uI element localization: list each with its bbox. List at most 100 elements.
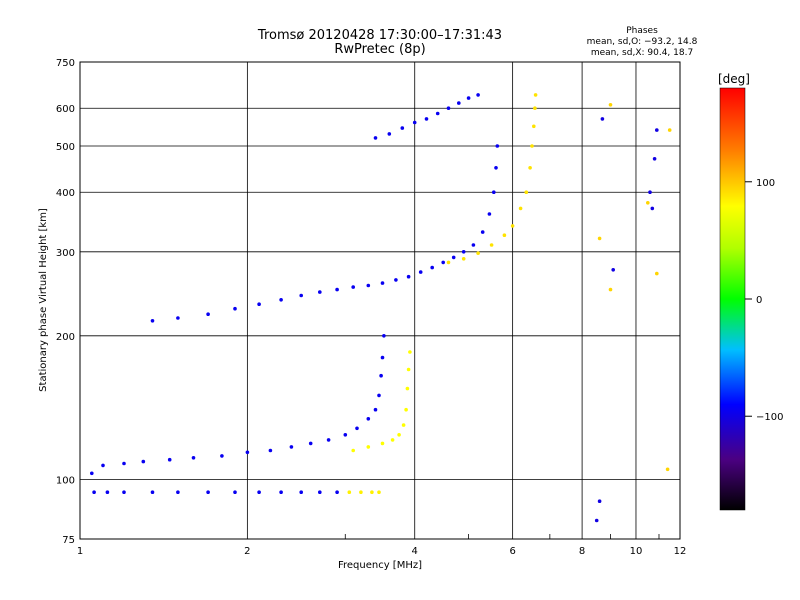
data-point (461, 250, 466, 254)
data-point (650, 206, 655, 211)
data-point (518, 206, 523, 211)
data-point (528, 166, 532, 170)
data-point (446, 106, 451, 110)
data-point (594, 518, 599, 523)
data-point (347, 490, 352, 495)
data-point (191, 456, 196, 460)
data-point (655, 271, 659, 276)
data-point (597, 499, 602, 504)
data-point (418, 270, 423, 274)
data-point (176, 316, 180, 320)
data-point (487, 212, 492, 216)
data-point (480, 230, 485, 234)
colorbar-tick-label: 0 (756, 295, 762, 306)
data-point (92, 490, 96, 495)
y-axis-label: Stationary phase Virtual Height [km] (38, 208, 49, 392)
data-point (245, 450, 250, 455)
data-point (370, 490, 374, 495)
data-point (451, 255, 456, 260)
data-point (373, 407, 378, 412)
data-point (289, 445, 294, 449)
y-tick-label: 75 (62, 535, 75, 546)
data-point (608, 103, 613, 107)
x-tick-label: 8 (579, 546, 585, 557)
colorbar-ticks: 100 0 −100 (745, 178, 783, 423)
data-point (233, 306, 237, 311)
data-point (355, 426, 359, 431)
data-point (461, 257, 466, 261)
data-point (510, 224, 515, 228)
data-point (335, 490, 339, 495)
phases-x-stats: mean, sd,X: 90.4, 18.7 (591, 48, 693, 58)
data-point (489, 243, 494, 247)
data-point (652, 157, 657, 161)
data-point (502, 233, 507, 237)
data-point (494, 166, 498, 170)
data-point (150, 490, 155, 495)
data-point (220, 454, 224, 458)
data-point (655, 128, 659, 132)
data-point (441, 260, 446, 265)
data-point (308, 441, 313, 446)
data-point (373, 136, 378, 140)
data-point (665, 467, 670, 472)
data-point (406, 367, 411, 372)
data-point (90, 471, 94, 476)
data-point (406, 274, 411, 279)
data-point (382, 334, 386, 338)
data-point (600, 117, 605, 121)
data-point (335, 287, 339, 292)
plot-frame (79, 61, 681, 540)
data-point (532, 124, 536, 129)
colorbar-label: [deg] (718, 72, 750, 86)
data-point (176, 490, 180, 495)
data-point (495, 144, 500, 148)
data-point (206, 490, 210, 495)
data-point (366, 283, 371, 288)
colorbar-tick-label: −100 (756, 412, 783, 423)
plot-grid (79, 61, 681, 540)
y-tick-label: 100 (56, 475, 75, 486)
data-point (359, 490, 363, 495)
data-point (492, 190, 496, 194)
data-point (326, 438, 331, 442)
data-point (233, 490, 237, 495)
data-point (318, 290, 322, 294)
data-point (530, 144, 534, 148)
x-tick-label: 10 (630, 546, 643, 557)
x-tick-label: 6 (509, 546, 515, 557)
phase-colorbar (719, 87, 746, 511)
data-point (366, 445, 371, 449)
data-point (667, 128, 672, 132)
data-point (377, 490, 381, 495)
data-point (318, 490, 322, 495)
data-point (524, 190, 529, 194)
x-tick-label: 4 (412, 546, 418, 557)
data-point (351, 285, 356, 289)
y-tick-label: 200 (56, 332, 75, 343)
data-point (141, 459, 146, 464)
data-point (412, 120, 417, 125)
data-point (446, 260, 451, 265)
data-point (377, 393, 381, 398)
data-point (105, 490, 110, 495)
data-point (150, 319, 155, 323)
data-point (380, 355, 385, 360)
data-point (533, 93, 538, 97)
y-tick-label: 400 (56, 188, 75, 199)
data-point (380, 441, 385, 446)
data-point (351, 448, 356, 453)
data-point (167, 457, 172, 462)
data-point (401, 423, 406, 427)
y-tick-label: 750 (56, 58, 75, 69)
data-point (206, 312, 210, 317)
data-point (257, 302, 261, 307)
y-tick-labels: 75 100 200 300 400 500 600 750 (56, 58, 75, 546)
y-tick-label: 500 (56, 142, 75, 153)
data-point (476, 93, 480, 97)
x-tick-label: 1 (77, 546, 83, 557)
data-point (476, 251, 480, 255)
data-point (390, 438, 395, 442)
chart-subtitle: RwPretec (8p) (334, 42, 425, 57)
data-point (597, 236, 602, 241)
